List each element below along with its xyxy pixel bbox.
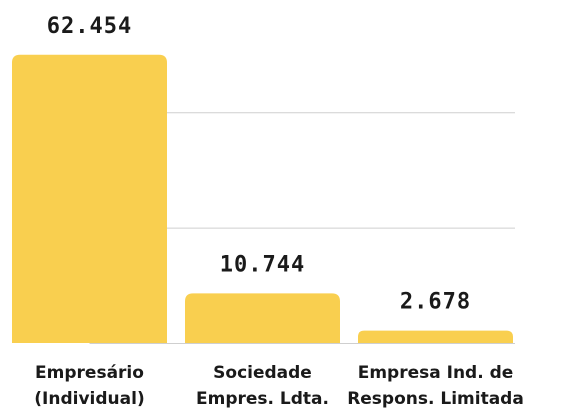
bar [185, 293, 340, 343]
x-tick-label: Empres. Ldta. [196, 389, 329, 409]
value-label: 2.678 [400, 290, 471, 315]
bar [358, 330, 513, 343]
x-tick-label: Respons. Limitada [347, 389, 524, 409]
x-tick-label: Empresa Ind. de [358, 363, 514, 383]
value-label: 62.454 [47, 14, 132, 39]
value-label: 10.744 [220, 252, 305, 277]
x-tick-label: Empresário [35, 363, 144, 383]
bar [12, 54, 167, 344]
x-tick-label: (Individual) [34, 389, 144, 409]
x-tick-label: Sociedade [213, 363, 312, 383]
